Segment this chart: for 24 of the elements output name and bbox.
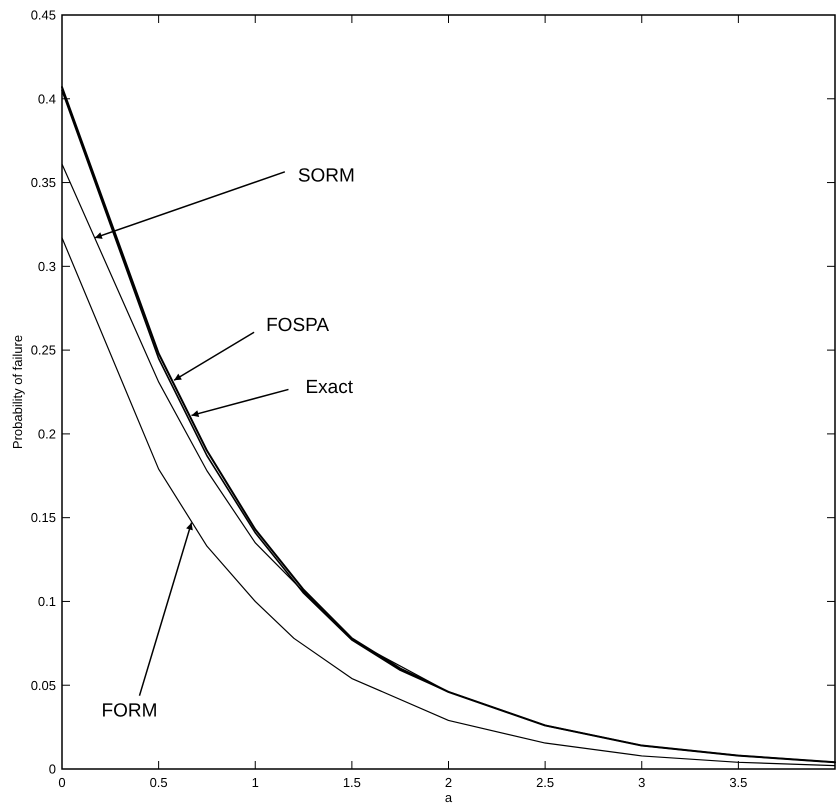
y-tick-label: 0.25 — [30, 342, 56, 358]
annotation: FORM — [101, 700, 158, 722]
x-tick-label: 1 — [252, 775, 259, 790]
x-tick-label: 2.5 — [536, 775, 554, 790]
x-tick-label: 2 — [444, 775, 452, 790]
y-tick-label: 0.35 — [30, 175, 56, 190]
y-tick-label: 0.2 — [38, 426, 56, 442]
y-tick-label: 0.1 — [38, 594, 56, 609]
x-tick-label: 1.5 — [342, 775, 361, 790]
x-tick-label: 3.5 — [729, 775, 748, 790]
y-tick-label: 0.4 — [38, 91, 56, 106]
x-tick-label: 0 — [58, 775, 66, 790]
y-tick-label: 0.3 — [38, 258, 56, 274]
annotation: SORM — [298, 166, 355, 186]
x-tick-label: 3 — [638, 775, 646, 790]
annotation: Exact — [305, 377, 354, 398]
y-axis-title: Probability of failure — [10, 334, 25, 450]
y-tick-label: 0.05 — [30, 678, 56, 693]
y-tick-label: 0.15 — [30, 510, 56, 526]
y-tick-label: 0.45 — [30, 8, 56, 23]
x-tick-label: 0.5 — [150, 775, 168, 790]
y-tick-label: 0 — [48, 762, 56, 777]
annotation: FOSPA — [266, 314, 330, 336]
x-axis-title: a — [444, 790, 453, 804]
